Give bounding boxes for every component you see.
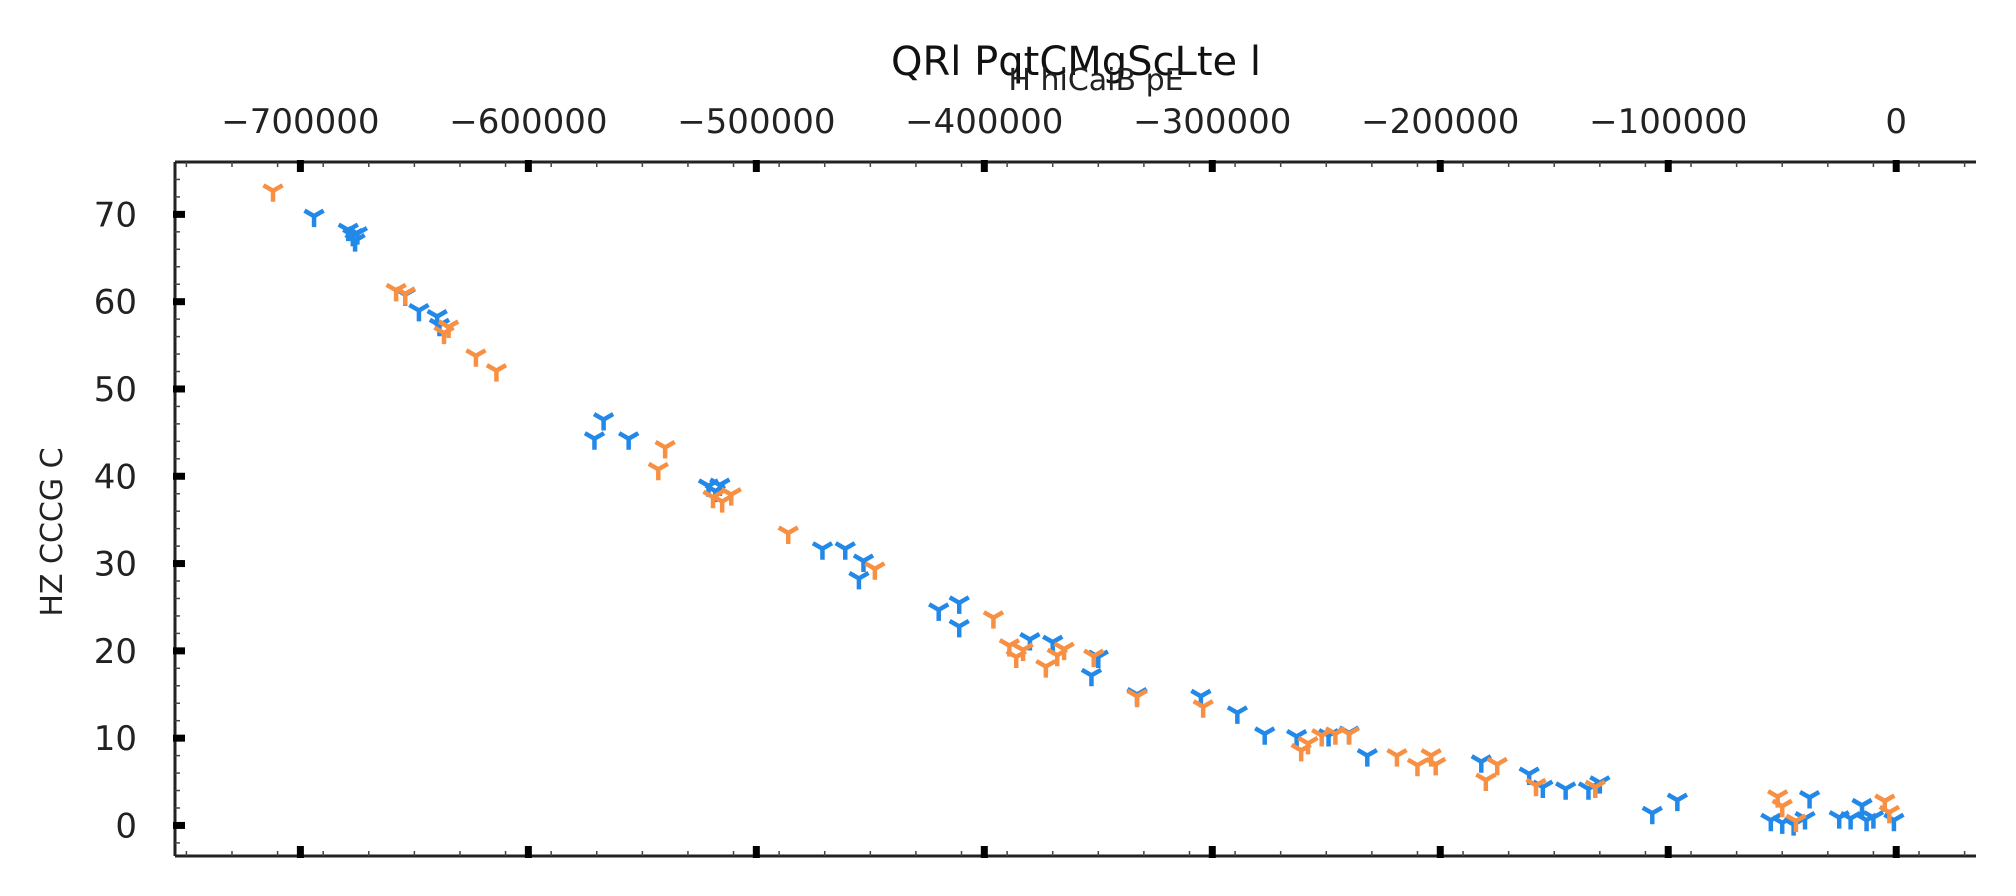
data-point-series-2 xyxy=(1053,641,1075,661)
chart-title: QRl PqtCMgScLte l xyxy=(891,39,1261,85)
data-point-series-1 xyxy=(303,208,325,228)
data-point-series-2 xyxy=(437,319,460,338)
y-tick-label: 70 xyxy=(94,195,137,235)
data-point-series-2 xyxy=(864,561,886,580)
data-point-series-2 xyxy=(1012,642,1034,661)
data-point-series-1 xyxy=(811,541,834,560)
y-axis-label: HZ CCCG C xyxy=(35,447,70,616)
data-point-series-1 xyxy=(1798,790,1821,809)
y-tick-label: 60 xyxy=(94,283,137,323)
y-tick-label: 20 xyxy=(94,632,137,672)
data-point-series-1 xyxy=(1356,748,1379,767)
data-point-series-2 xyxy=(1584,779,1606,799)
data-point-series-1 xyxy=(1470,754,1492,773)
x-tick-label: −100000 xyxy=(1589,102,1747,142)
data-point-series-2 xyxy=(394,286,416,305)
x-tick-label: −500000 xyxy=(677,102,835,142)
data-point-series-1 xyxy=(346,226,369,245)
data-point-series-2 xyxy=(1486,756,1508,776)
data-point-series-2 xyxy=(982,610,1005,629)
x-tick-label: −300000 xyxy=(1133,102,1291,142)
data-point-series-2 xyxy=(1386,748,1408,767)
data-point-series-2 xyxy=(647,461,669,481)
data-point-series-2 xyxy=(1083,648,1105,668)
data-point-series-2 xyxy=(1785,813,1807,833)
data-point-series-1 xyxy=(852,553,875,572)
y-tick-label: 50 xyxy=(94,370,137,410)
data-point-series-2 xyxy=(1425,756,1447,776)
data-point-series-1 xyxy=(1666,792,1689,812)
y-tick-label: 10 xyxy=(94,719,137,759)
data-point-series-1 xyxy=(1641,805,1663,825)
data-point-series-1 xyxy=(1226,705,1249,724)
x-tick-label: −700000 xyxy=(221,102,379,142)
data-point-series-1 xyxy=(583,431,606,450)
x-tick-label: −200000 xyxy=(1361,102,1519,142)
data-point-series-2 xyxy=(1192,699,1214,718)
data-point-series-2 xyxy=(1126,688,1148,708)
data-point-series-1 xyxy=(834,541,856,560)
data-point-series-2 xyxy=(1475,772,1497,792)
y-tick-label: 0 xyxy=(115,806,137,846)
data-point-series-1 xyxy=(408,302,430,322)
y-tick-label: 30 xyxy=(94,545,137,585)
data-point-series-2 xyxy=(1878,804,1901,824)
data-point-series-1 xyxy=(948,618,970,638)
data-point-series-2 xyxy=(777,525,799,545)
data-point-series-2 xyxy=(262,183,284,202)
data-point-series-1 xyxy=(1254,726,1276,745)
data-point-series-1 xyxy=(1554,781,1577,800)
data-point-series-1 xyxy=(948,595,970,614)
data-point-series-2 xyxy=(1771,798,1793,818)
data-point-series-1 xyxy=(592,412,615,431)
x-tick-label: −400000 xyxy=(905,102,1063,142)
y-tick-label: 40 xyxy=(94,457,137,497)
data-point-series-1 xyxy=(1080,667,1103,687)
data-point-series-1 xyxy=(928,602,950,621)
data-point-series-1 xyxy=(617,431,640,450)
data-point-series-2 xyxy=(1525,777,1547,797)
data-point-series-2 xyxy=(1338,726,1360,745)
data-point-series-2 xyxy=(1297,735,1319,755)
data-point-series-2 xyxy=(720,487,742,506)
data-point-series-2 xyxy=(1035,659,1057,678)
x-axis-label: H hiCaiB pE xyxy=(1008,63,1183,98)
data-point-series-1 xyxy=(1851,797,1873,817)
x-tick-label: 0 xyxy=(1885,102,1907,142)
x-tick-label: −600000 xyxy=(449,102,607,142)
data-point-series-2 xyxy=(485,363,508,382)
data-point-series-1 xyxy=(848,570,870,590)
data-point-series-1 xyxy=(1862,810,1885,829)
plot-area: −700000 −600000 −500000 −400000 −300000 −2000… xyxy=(94,102,1976,858)
data-point-series-2 xyxy=(654,440,676,459)
data-point-series-2 xyxy=(465,348,487,367)
